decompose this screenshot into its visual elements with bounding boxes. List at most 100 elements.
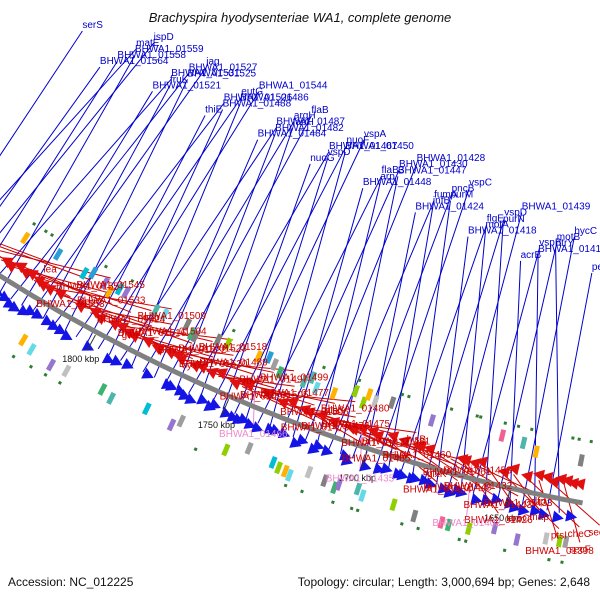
rna-feature-box[interactable]: [88, 266, 99, 280]
rna-feature-box[interactable]: [490, 521, 499, 535]
reverse-gene-arrow[interactable]: [175, 355, 188, 366]
gene-label[interactable]: BHWA1_01415: [538, 244, 600, 255]
gene-label[interactable]: BHWA1_01461: [423, 467, 492, 478]
gene-label[interactable]: BHWA1_01443: [464, 500, 533, 511]
repeat-marker[interactable]: [503, 421, 508, 425]
gene-label[interactable]: BHWA1_01485: [342, 453, 411, 464]
reverse-gene-arrow[interactable]: [316, 410, 329, 423]
gene-label[interactable]: infB: [433, 195, 451, 206]
gene-label[interactable]: udp: [143, 313, 160, 324]
repeat-marker[interactable]: [589, 439, 593, 444]
reverse-gene-arrow[interactable]: [303, 407, 316, 419]
rna-feature-box[interactable]: [182, 317, 193, 331]
reverse-gene-arrow[interactable]: [94, 314, 108, 325]
gene-label[interactable]: BHWA1_01488: [223, 99, 292, 110]
rna-feature-box[interactable]: [308, 371, 318, 385]
gene-label[interactable]: BHWA1_01521: [152, 80, 221, 91]
gene-label[interactable]: BHWA1_01460: [383, 450, 452, 461]
reverse-gene-arrow[interactable]: [37, 281, 50, 292]
gene-label[interactable]: dfp: [532, 496, 546, 507]
rna-feature-box[interactable]: [427, 413, 437, 427]
reverse-gene-arrow[interactable]: [414, 441, 428, 453]
rna-feature-box[interactable]: [389, 498, 398, 512]
gene-label[interactable]: BHWA1_01506: [280, 407, 349, 418]
forward-gene-arrow[interactable]: [359, 459, 372, 472]
forward-gene-arrow[interactable]: [237, 412, 250, 424]
reverse-gene-arrow[interactable]: [555, 473, 568, 486]
gene-label[interactable]: hisH: [387, 452, 407, 463]
reverse-gene-arrow[interactable]: [498, 467, 511, 479]
gene-label[interactable]: pncB: [452, 183, 475, 194]
gene-label[interactable]: BHWA1_01418: [468, 226, 537, 237]
forward-gene-arrow[interactable]: [121, 358, 134, 369]
rna-feature-box[interactable]: [275, 365, 285, 379]
reverse-gene-arrow[interactable]: [475, 456, 488, 469]
repeat-marker[interactable]: [283, 483, 288, 488]
gene-label[interactable]: BHWA1_01523: [178, 344, 247, 355]
gene-label[interactable]: BHWA1_01454: [403, 484, 472, 495]
forward-gene-arrow[interactable]: [30, 307, 44, 319]
gene-label[interactable]: BHWA1_01505: [240, 390, 309, 401]
rna-feature-box[interactable]: [334, 478, 344, 491]
repeat-marker[interactable]: [300, 489, 304, 494]
reverse-gene-arrow[interactable]: [532, 469, 546, 482]
gene-label[interactable]: BHWA1_01533: [77, 295, 146, 306]
reverse-gene-arrow[interactable]: [164, 348, 178, 360]
repeat-marker[interactable]: [355, 508, 360, 513]
forward-gene-arrow[interactable]: [109, 354, 123, 366]
forward-gene-arrow[interactable]: [424, 477, 437, 489]
gene-label[interactable]: arp: [380, 171, 395, 182]
reverse-gene-arrow[interactable]: [116, 322, 129, 334]
reverse-gene-arrow[interactable]: [567, 477, 580, 490]
gene-label[interactable]: BHWA1_01424: [415, 201, 484, 212]
repeat-marker[interactable]: [193, 447, 198, 452]
forward-gene-arrow[interactable]: [529, 504, 542, 517]
gene-label[interactable]: BHWA1_01498: [220, 392, 289, 403]
rna-feature-box[interactable]: [114, 282, 125, 296]
repeat-marker[interactable]: [43, 372, 48, 377]
forward-gene-arrow[interactable]: [380, 462, 393, 474]
forward-gene-arrow[interactable]: [289, 436, 302, 448]
repeat-marker[interactable]: [103, 264, 109, 269]
rna-feature-box[interactable]: [223, 337, 233, 351]
reverse-gene-arrow[interactable]: [108, 320, 122, 331]
gene-label[interactable]: BHWA1_01426: [464, 515, 533, 526]
rna-feature-box[interactable]: [358, 489, 367, 503]
rna-feature-box[interactable]: [106, 391, 117, 405]
rna-feature-box[interactable]: [166, 418, 177, 432]
reverse-gene-arrow[interactable]: [196, 362, 209, 374]
forward-gene-arrow[interactable]: [141, 367, 154, 379]
gene-label[interactable]: motA: [486, 220, 510, 231]
rna-feature-box[interactable]: [284, 468, 294, 482]
gene-label[interactable]: argH: [294, 111, 316, 122]
reverse-gene-arrow[interactable]: [261, 388, 275, 401]
repeat-marker[interactable]: [330, 500, 335, 505]
repeat-marker[interactable]: [577, 437, 581, 441]
repeat-marker[interactable]: [57, 380, 62, 385]
forward-gene-arrow[interactable]: [23, 304, 37, 316]
gene-label[interactable]: nuoF: [346, 135, 369, 146]
forward-gene-arrow[interactable]: [7, 300, 21, 312]
reverse-gene-arrow[interactable]: [44, 285, 57, 296]
rna-feature-box[interactable]: [176, 414, 187, 428]
forward-gene-arrow[interactable]: [59, 329, 73, 340]
reverse-gene-arrow[interactable]: [205, 368, 219, 380]
rna-feature-box[interactable]: [370, 395, 380, 409]
rna-feature-box[interactable]: [299, 375, 309, 389]
gene-label[interactable]: cheC: [568, 529, 591, 540]
repeat-marker[interactable]: [457, 537, 462, 542]
gene-label[interactable]: BHWA1_01526: [224, 92, 293, 103]
forward-gene-arrow[interactable]: [455, 485, 468, 498]
forward-gene-arrow[interactable]: [490, 492, 503, 505]
gene-label[interactable]: thiE: [205, 105, 223, 116]
forward-gene-arrow[interactable]: [184, 392, 197, 404]
gene-label[interactable]: vspD: [328, 147, 351, 158]
gene-label[interactable]: fruK: [170, 74, 189, 85]
gene-label[interactable]: BHWA1_01559: [135, 44, 204, 55]
forward-gene-arrow[interactable]: [340, 454, 353, 466]
rna-feature-box[interactable]: [555, 534, 564, 548]
rna-feature-box[interactable]: [542, 532, 550, 545]
rna-feature-box[interactable]: [97, 382, 108, 396]
reverse-gene-arrow[interactable]: [348, 424, 361, 436]
rna-feature-box[interactable]: [269, 358, 280, 372]
